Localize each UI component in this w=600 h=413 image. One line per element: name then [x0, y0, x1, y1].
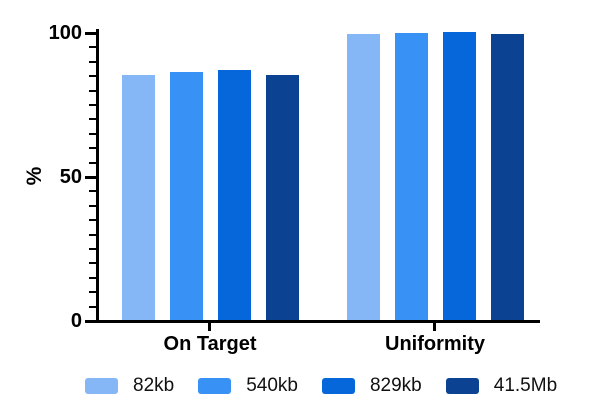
bar-41-5mb-uniformity [490, 33, 524, 320]
category-label-on-target: On Target [163, 333, 257, 355]
y-tick-label-0: 0 [70, 310, 82, 332]
x-tick-on-target [208, 323, 211, 331]
bar-82kb-uniformity [346, 34, 380, 320]
y-minor-tick [89, 305, 96, 308]
bar-540kb-on-target [169, 72, 203, 320]
legend-label-41-5mb: 41.5Mb [493, 375, 558, 396]
bar-829kb-on-target [217, 70, 251, 320]
y-minor-tick [89, 204, 96, 207]
bar-82kb-on-target [121, 74, 155, 320]
y-minor-tick [89, 89, 96, 92]
legend: 82kb 540kb 829kb 41.5Mb [85, 376, 557, 395]
legend-label-82kb: 82kb [133, 375, 175, 396]
y-minor-tick [89, 262, 96, 265]
y-minor-tick [89, 132, 96, 135]
y-minor-tick [89, 233, 96, 236]
y-major-tick [85, 319, 96, 323]
y-minor-tick [89, 291, 96, 294]
bar-540kb-uniformity [394, 33, 428, 320]
y-minor-tick [89, 104, 96, 106]
x-tick-uniformity [433, 323, 436, 331]
legend-swatch-82kb [85, 377, 118, 394]
y-minor-tick [89, 161, 96, 164]
legend-item-829kb: 829kb [321, 375, 422, 396]
legend-swatch-829kb [321, 377, 355, 394]
y-minor-tick [89, 190, 96, 193]
legend-label-540kb: 540kb [246, 375, 298, 396]
y-tick-label-100: 100 [48, 22, 82, 44]
legend-label-829kb: 829kb [369, 375, 422, 396]
y-minor-tick [89, 248, 96, 250]
y-axis-line [96, 29, 99, 323]
category-label-uniformity: Uniformity [385, 333, 485, 355]
y-minor-tick [89, 276, 96, 279]
y-minor-tick [89, 46, 96, 49]
y-axis-title: % [23, 166, 46, 186]
y-major-tick [85, 175, 96, 179]
bar-829kb-uniformity [442, 32, 476, 320]
legend-item-82kb: 82kb [85, 376, 174, 395]
y-minor-tick [89, 147, 96, 150]
legend-item-41-5mb: 41.5Mb [445, 375, 558, 396]
y-tick-label-50: 50 [59, 166, 82, 188]
x-axis-line [96, 320, 540, 323]
bar-41-5mb-on-target [265, 75, 299, 320]
legend-swatch-540kb [198, 377, 232, 394]
y-major-tick [85, 31, 96, 35]
y-minor-tick [89, 118, 96, 121]
legend-swatch-41-5mb [445, 377, 479, 394]
legend-item-540kb: 540kb [198, 376, 298, 395]
y-minor-tick [89, 75, 96, 78]
y-minor-tick [89, 60, 96, 63]
y-minor-tick [89, 219, 96, 222]
